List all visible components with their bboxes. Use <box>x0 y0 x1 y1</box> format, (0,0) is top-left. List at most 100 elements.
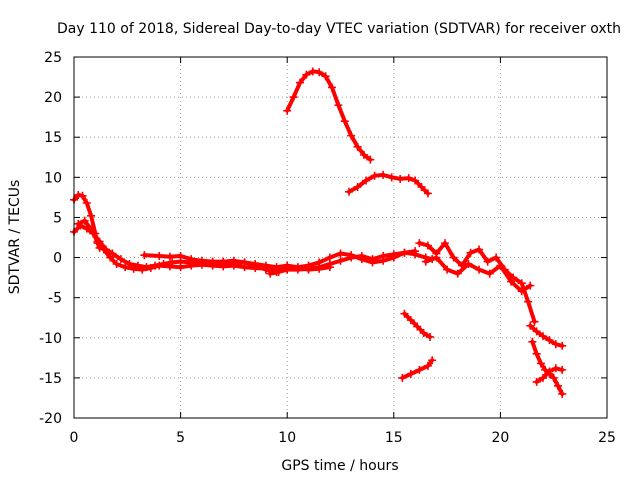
data-point <box>187 255 196 264</box>
data-point <box>426 332 435 341</box>
data-point <box>475 265 484 274</box>
series-arc-11 <box>421 253 535 296</box>
data-point <box>496 261 505 270</box>
series-line <box>285 69 373 162</box>
data-point <box>443 265 452 274</box>
data-point <box>304 264 313 273</box>
data-point <box>541 365 550 374</box>
data-point <box>453 269 462 278</box>
data-point <box>466 248 475 257</box>
y-tick-label: -5 <box>48 291 62 307</box>
data-point <box>532 349 541 358</box>
data-point <box>404 174 413 183</box>
series-arc-14 <box>532 364 567 386</box>
data-point <box>87 225 96 234</box>
data-point <box>440 239 449 248</box>
series-arc-8 <box>400 309 435 341</box>
x-tick-label: 15 <box>385 430 403 446</box>
data-point <box>411 176 420 185</box>
data-point <box>536 359 545 368</box>
data-point <box>423 241 432 250</box>
data-point <box>526 321 535 330</box>
data-point <box>464 259 473 268</box>
x-tick-label: 25 <box>598 430 616 446</box>
data-point <box>492 253 501 262</box>
data-point <box>413 322 422 331</box>
y-tick-label: -15 <box>39 371 62 387</box>
data-point <box>176 263 185 272</box>
data-point <box>274 267 283 276</box>
data-point <box>266 269 275 278</box>
data-point <box>165 262 174 271</box>
data-point <box>78 191 87 200</box>
data-point <box>415 365 424 374</box>
chart-title: Day 110 of 2018, Sidereal Day-to-day VTE… <box>57 21 621 37</box>
data-point <box>336 256 345 265</box>
data-point <box>308 67 317 76</box>
data-point <box>417 182 426 191</box>
data-point <box>545 367 554 376</box>
y-tick-label: 15 <box>44 130 62 146</box>
data-point <box>528 337 537 346</box>
data-point <box>283 265 292 274</box>
data-point <box>432 253 441 262</box>
data-point <box>379 251 388 260</box>
y-tick-label: -10 <box>39 331 62 347</box>
data-point <box>507 277 516 286</box>
data-point <box>485 269 494 278</box>
plot-frame <box>73 56 608 419</box>
data-point <box>219 257 228 266</box>
x-tick-label: 10 <box>278 430 296 446</box>
data-point <box>553 381 562 390</box>
series-arc-6 <box>283 67 375 164</box>
data-point <box>129 264 138 273</box>
series-line <box>423 255 533 294</box>
series-arc-7 <box>345 170 432 198</box>
data-point <box>379 170 388 179</box>
data-point <box>475 245 484 254</box>
data-point <box>347 131 356 140</box>
data-point <box>558 389 567 398</box>
data-point <box>368 255 377 264</box>
data-point <box>138 265 147 274</box>
data-point <box>197 256 206 265</box>
data-point <box>336 249 345 258</box>
series-arc-10 <box>415 239 539 326</box>
data-point <box>357 251 366 260</box>
data-point <box>400 309 409 318</box>
data-point <box>176 251 185 260</box>
data-point <box>400 248 409 257</box>
data-point <box>359 150 368 159</box>
data-point <box>146 263 155 272</box>
data-point <box>449 253 458 262</box>
data-point <box>165 252 174 261</box>
data-point <box>283 106 292 115</box>
data-point <box>80 216 89 225</box>
data-point <box>549 373 558 382</box>
data-point <box>406 316 415 325</box>
data-point <box>261 261 270 270</box>
data-point <box>532 327 541 336</box>
tick-labels: 0 5 10 15 20 25 -20 -15 -10 -5 0 5 10 15 20 25 <box>39 50 616 446</box>
data-point <box>345 187 354 196</box>
data-point <box>99 245 108 254</box>
data-point <box>387 173 396 182</box>
data-point <box>415 239 424 248</box>
data-point <box>340 117 349 126</box>
data-point <box>327 83 336 92</box>
data-point <box>93 237 102 246</box>
data-point <box>389 250 398 259</box>
data-point <box>411 250 420 259</box>
x-axis-title: GPS time / hours <box>281 458 398 474</box>
data-point <box>558 341 567 350</box>
y-axis-title: SDTVAR / TECUs <box>7 180 23 295</box>
data-point <box>396 174 405 183</box>
data-point <box>334 101 343 110</box>
y-tick-label: -20 <box>39 411 62 427</box>
data-point <box>155 261 164 270</box>
data-point <box>551 340 560 349</box>
data-point <box>370 171 379 180</box>
x-tick-label: 0 <box>70 430 79 446</box>
y-tick-label: 25 <box>44 50 62 66</box>
